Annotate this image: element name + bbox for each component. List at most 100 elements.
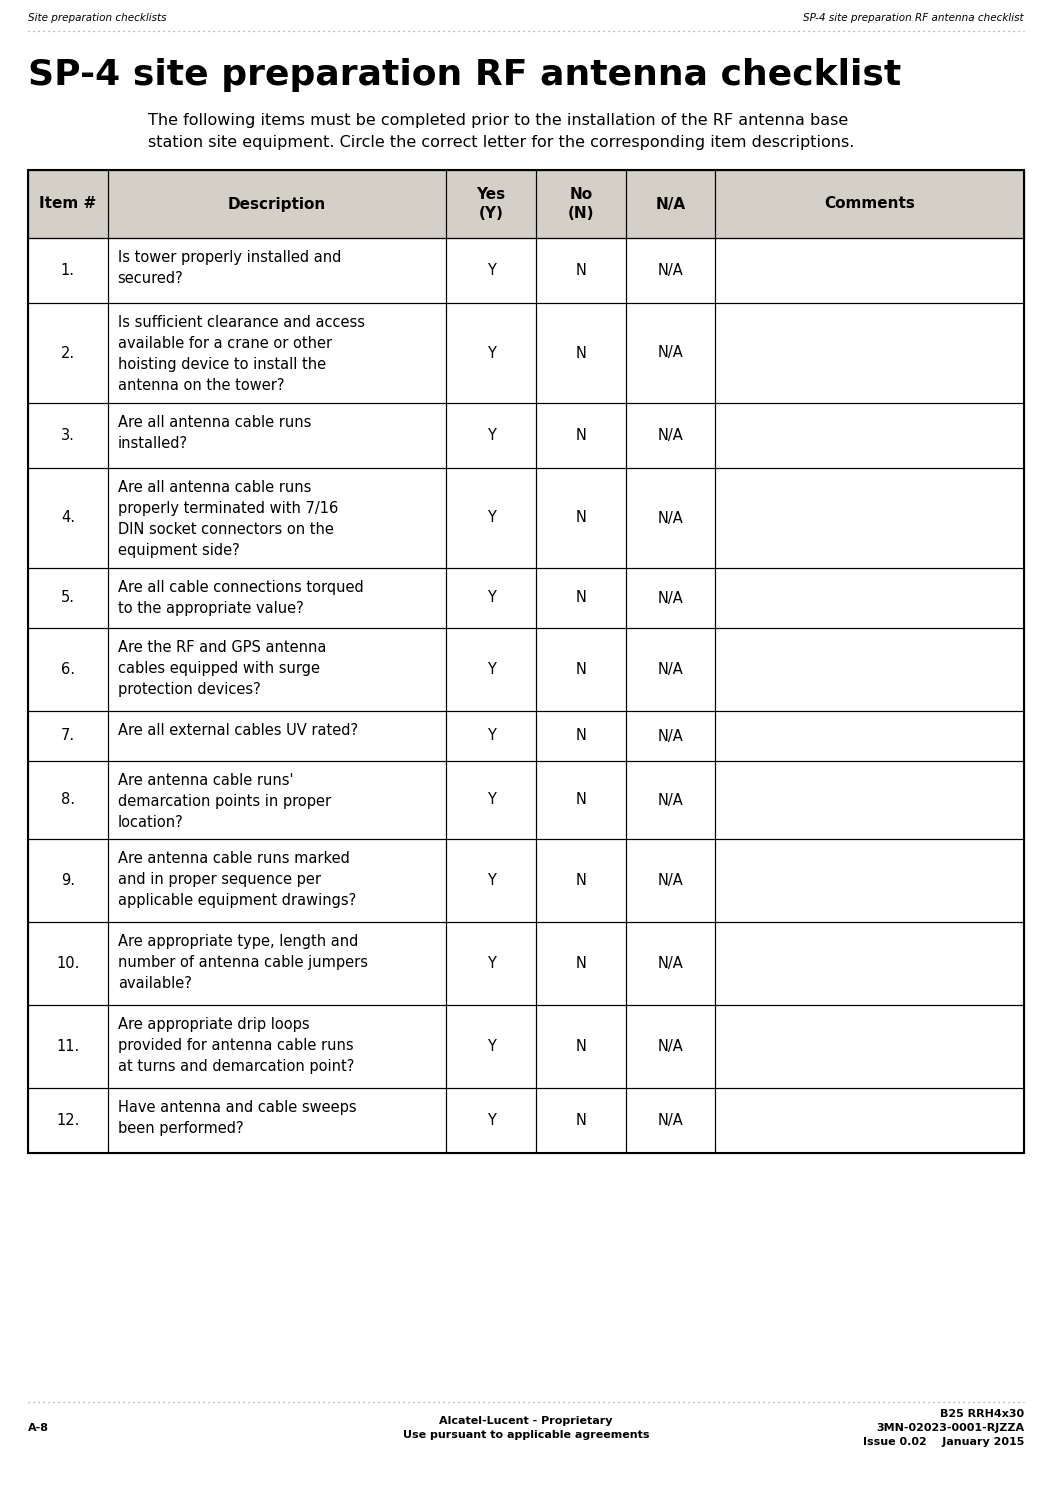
Text: 2.: 2. [61,346,75,361]
Bar [446,922,535,1004]
Bar [715,238,1024,302]
Text: Are all cable connections torqued
to the appropriate value?: Are all cable connections torqued to the… [118,580,363,615]
Bar [535,302,626,402]
Text: Are all external cables UV rated?: Are all external cables UV rated? [118,723,358,738]
Text: N/A: N/A [658,793,684,808]
Bar [535,922,626,1004]
Text: Y: Y [487,957,495,971]
Bar [626,761,715,839]
Text: N/A: N/A [658,428,684,443]
Bar [107,402,446,468]
Bar [107,238,446,302]
Text: N: N [575,1039,586,1053]
Bar [28,468,107,568]
Text: Description: Description [228,197,326,212]
Bar [626,1004,715,1088]
Text: 3.: 3. [61,428,75,443]
Bar [107,302,446,402]
Text: 3MN-02023-0001-RJZZA: 3MN-02023-0001-RJZZA [876,1423,1024,1433]
Bar [535,568,626,627]
Text: 6.: 6. [61,662,75,676]
Bar [28,1004,107,1088]
Text: 10.: 10. [56,957,80,971]
Bar [535,1088,626,1153]
Text: N: N [575,511,586,526]
Text: N/A: N/A [658,662,684,676]
Text: Alcatel-Lucent - Proprietary: Alcatel-Lucent - Proprietary [440,1416,612,1426]
Text: Y: Y [487,662,495,676]
Text: Y: Y [487,1039,495,1053]
Bar [626,627,715,711]
Bar [28,238,107,302]
Text: Use pursuant to applicable agreements: Use pursuant to applicable agreements [403,1430,649,1439]
Bar [28,1088,107,1153]
Text: Are antenna cable runs marked
and in proper sequence per
applicable equipment dr: Are antenna cable runs marked and in pro… [118,851,356,907]
Bar [626,238,715,302]
Text: N: N [575,1113,586,1128]
Bar [28,627,1024,711]
Text: 12.: 12. [56,1113,80,1128]
Bar [715,1004,1024,1088]
Text: Are all antenna cable runs
installed?: Are all antenna cable runs installed? [118,416,311,451]
Bar [446,1088,535,1153]
Text: Y: Y [487,428,495,443]
Text: N: N [575,662,586,676]
Bar [28,761,1024,839]
Bar [28,1004,1024,1088]
Bar [107,711,446,761]
Bar [446,302,535,402]
Text: 8.: 8. [61,793,75,808]
Text: Issue 0.02    January 2015: Issue 0.02 January 2015 [863,1436,1024,1447]
Text: N: N [575,793,586,808]
Bar [446,761,535,839]
Bar [107,468,446,568]
Bar [28,170,107,238]
Bar [535,839,626,922]
Text: 9.: 9. [61,873,75,888]
Bar [535,468,626,568]
Bar [28,468,1024,568]
Bar [715,761,1024,839]
Bar [715,170,1024,238]
Bar [535,402,626,468]
Bar [715,1088,1024,1153]
Bar [715,402,1024,468]
Bar [446,170,535,238]
Text: Y: Y [487,873,495,888]
Bar [28,627,107,711]
Bar [715,468,1024,568]
Bar [535,1004,626,1088]
Bar [107,627,446,711]
Text: N/A: N/A [658,346,684,361]
Bar [715,568,1024,627]
Text: Are appropriate type, length and
number of antenna cable jumpers
available?: Are appropriate type, length and number … [118,934,368,991]
Text: N/A: N/A [658,873,684,888]
Text: Are appropriate drip loops
provided for antenna cable runs
at turns and demarcat: Are appropriate drip loops provided for … [118,1018,355,1074]
Text: Site preparation checklists: Site preparation checklists [28,13,166,22]
Bar [28,302,107,402]
Bar [626,1088,715,1153]
Bar [28,568,1024,627]
Bar [626,922,715,1004]
Bar [535,761,626,839]
Text: N: N [575,428,586,443]
Text: N/A: N/A [658,590,684,605]
Bar [28,170,1024,1153]
Bar [28,402,1024,468]
Text: N/A: N/A [658,1113,684,1128]
Bar [107,761,446,839]
Bar [28,761,107,839]
Bar [446,839,535,922]
Bar [107,170,446,238]
Text: N/A: N/A [658,729,684,744]
Bar [715,302,1024,402]
Text: N/A: N/A [658,1039,684,1053]
Text: 11.: 11. [56,1039,80,1053]
Bar [107,839,446,922]
Bar [626,402,715,468]
Text: Is tower properly installed and
secured?: Is tower properly installed and secured? [118,250,341,286]
Bar [28,711,1024,761]
Bar [446,402,535,468]
Text: SP-4 site preparation RF antenna checklist: SP-4 site preparation RF antenna checkli… [804,13,1024,22]
Text: N/A: N/A [658,511,684,526]
